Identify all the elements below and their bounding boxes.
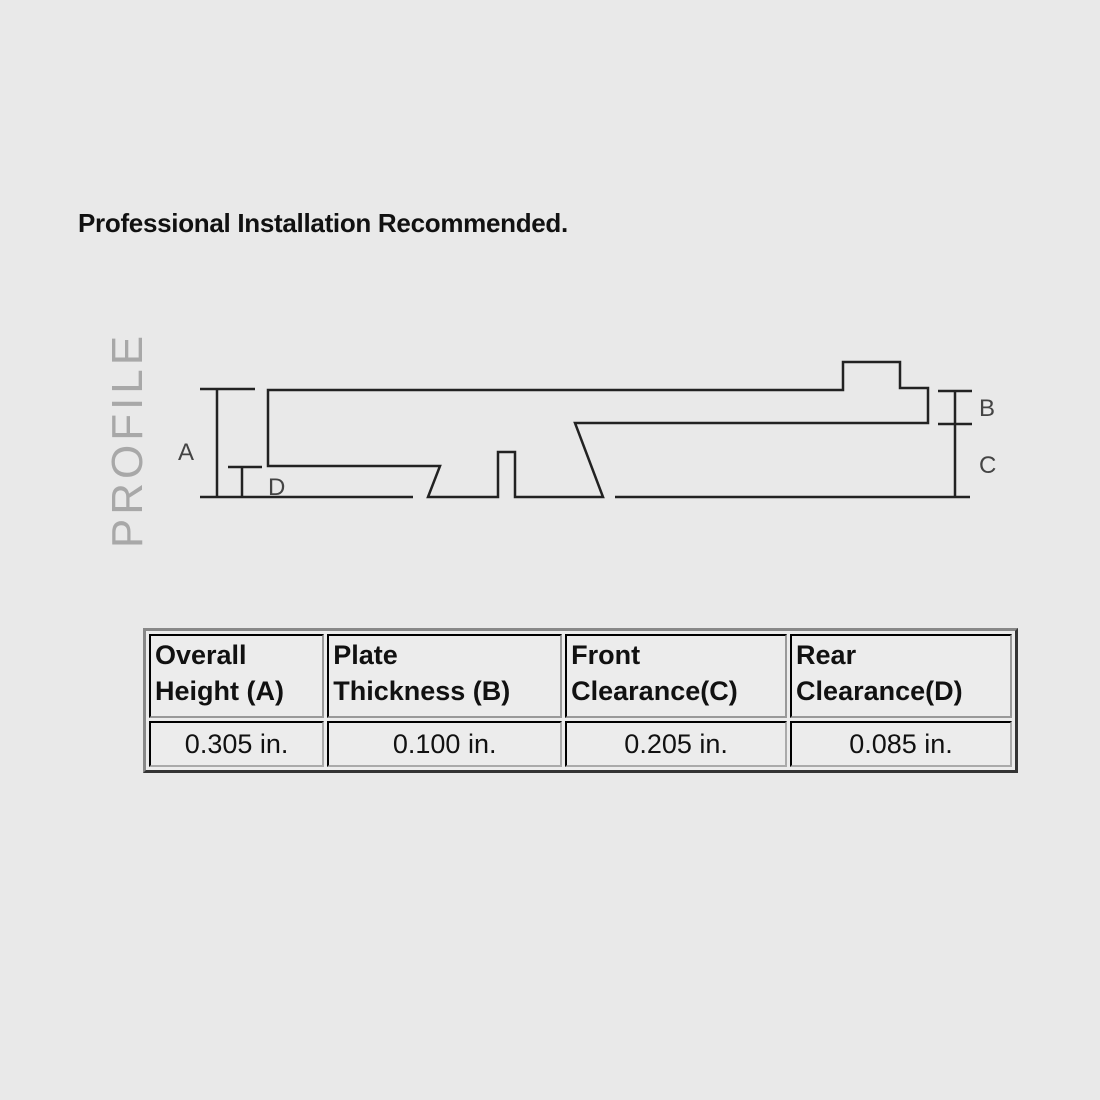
label-d: D xyxy=(268,474,285,501)
value-plate-thickness: 0.100 in. xyxy=(327,721,563,767)
dimension-b-c xyxy=(938,389,972,497)
label-a: A xyxy=(178,439,194,466)
value-front-clearance: 0.205 in. xyxy=(565,721,788,767)
value-rear-clearance: 0.085 in. xyxy=(790,721,1012,767)
table-header-row: Overall Height (A) Plate Thickness (B) Fro… xyxy=(149,634,1012,718)
header-front-clearance: Front Clearance(C) xyxy=(565,634,788,718)
page-heading: Professional Installation Recommended. xyxy=(78,208,568,238)
plate-profile-outline xyxy=(266,360,930,499)
dimensions-table: Overall Height (A) Plate Thickness (B) Fro… xyxy=(143,628,1018,773)
header-overall-height: Overall Height (A) xyxy=(149,634,325,718)
table-row: 0.305 in. 0.100 in. 0.205 in. 0.085 in. xyxy=(149,721,1012,767)
label-c: C xyxy=(979,452,996,479)
header-rear-clearance: Rear Clearance(D) xyxy=(790,634,1012,718)
label-b: B xyxy=(979,395,995,422)
dimension-d xyxy=(228,465,262,497)
value-overall-height: 0.305 in. xyxy=(149,721,325,767)
dimension-a xyxy=(200,387,255,497)
header-plate-thickness: Plate Thickness (B) xyxy=(327,634,563,718)
